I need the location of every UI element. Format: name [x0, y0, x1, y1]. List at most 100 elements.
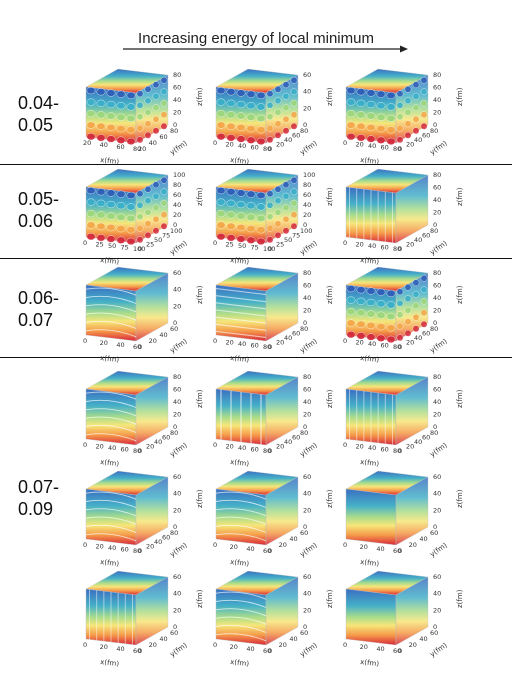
z-tick-label: 60 — [303, 71, 311, 79]
front-face — [345, 488, 397, 546]
slab-ridge — [215, 616, 267, 625]
density-blob — [116, 125, 126, 133]
y-tick-label: 60 — [162, 534, 170, 542]
density-blob — [386, 301, 396, 309]
x-tick-label: 25 — [226, 241, 234, 249]
panel-r4-c2: 0 20 40 60 80 0 20 40 60 80 0 20 40 60 80 x(fm) y(fm) z(f… — [204, 362, 344, 467]
y-tick-label: 60 — [300, 629, 308, 637]
z-tick-label: 40 — [173, 201, 181, 209]
density-blob — [404, 306, 412, 314]
y-tick-label: 0 — [398, 343, 402, 351]
x-axis-label: x(fm) — [230, 558, 250, 567]
z-tick-label: 0 — [173, 423, 177, 431]
z-tick-label: 60 — [433, 282, 441, 290]
density-blob — [420, 88, 428, 96]
group-label-1: 0.04- 0.05 — [18, 93, 60, 135]
z-tick-label: 60 — [433, 573, 441, 581]
density-blob — [106, 212, 116, 220]
density-blob — [216, 109, 226, 118]
x-tick-label: 40 — [238, 444, 246, 452]
y-axis-label: y(fm) — [169, 239, 189, 257]
z-tick-label: 0 — [173, 121, 177, 129]
y-tick-label: 80 — [300, 325, 308, 333]
density-blob — [152, 192, 160, 200]
slab-ridge — [215, 633, 267, 642]
y-tick-label: 80 — [170, 429, 178, 437]
density-blob — [126, 137, 136, 146]
density-blob — [290, 99, 298, 107]
density-blob — [346, 285, 356, 293]
z-tick-label: 60 — [433, 473, 441, 481]
density-blob — [404, 108, 412, 116]
density-blob — [152, 181, 160, 189]
side-face — [135, 272, 169, 342]
density-blob — [236, 112, 246, 120]
density-blob — [126, 191, 136, 200]
x-tick-label: 0 — [343, 239, 347, 247]
y-tick-label: 40 — [284, 136, 292, 144]
x-tick-label: 20 — [100, 643, 108, 651]
side-face — [265, 576, 299, 646]
x-tick-label: 20 — [356, 241, 364, 249]
y-axis-label: y(fm) — [169, 541, 189, 559]
y-axis-label: y(fm) — [299, 139, 319, 157]
group-divider-3 — [0, 357, 512, 358]
z-axis-label: z(fm) — [326, 87, 334, 106]
density-blob — [226, 122, 236, 130]
slab-ridge — [215, 624, 267, 633]
y-tick-label: 20 — [149, 641, 157, 649]
x-tick-label: 60 — [381, 144, 389, 152]
density-blob — [356, 309, 366, 317]
density-blob — [376, 323, 386, 331]
density-blob — [376, 136, 386, 144]
density-blob — [274, 197, 282, 205]
z-tick-label: 0 — [173, 623, 177, 631]
density-blob — [266, 124, 274, 132]
z-tick-label: 20 — [173, 606, 181, 614]
rod-band — [215, 309, 267, 317]
density-blob — [420, 111, 428, 119]
y-tick-label: 0 — [268, 245, 272, 253]
z-tick-label: 20 — [303, 307, 311, 315]
x-tick-label: 20 — [356, 141, 364, 149]
y-tick-label: 80 — [430, 429, 438, 437]
density-blob — [152, 115, 160, 123]
x-tick-label: 40 — [116, 341, 124, 349]
panel-r1-c1: 20 40 60 80 20 40 60 80 0 20 40 60 80 x(fm) y(fm) z(fm) — [74, 60, 214, 165]
density-blob — [290, 122, 298, 130]
density-blob — [386, 103, 396, 111]
y-tick-label: 80 — [430, 227, 438, 235]
density-blob — [266, 101, 274, 109]
density-blob — [216, 132, 226, 141]
x-tick-label: 80 — [133, 447, 141, 455]
density-blob — [376, 311, 386, 319]
density-blob — [404, 85, 412, 93]
y-tick-label: 40 — [154, 438, 162, 446]
y-tick-label: 100 — [170, 227, 182, 235]
y-tick-label: 0 — [138, 547, 142, 555]
density-blob — [160, 111, 168, 119]
density-blob — [136, 124, 144, 132]
x-tick-label: 40 — [368, 340, 376, 348]
x-tick-label: 40 — [116, 645, 124, 653]
y-tick-label: 60 — [170, 629, 178, 637]
slab-ridge — [85, 304, 137, 313]
y-tick-label: 80 — [170, 529, 178, 537]
density-blob — [160, 122, 168, 130]
side-face — [395, 174, 429, 244]
z-tick-label: 20 — [433, 506, 441, 514]
y-axis-label: y(fm) — [169, 641, 189, 659]
z-tick-label: 20 — [173, 109, 181, 117]
density-blob — [86, 187, 96, 195]
density-blob — [282, 204, 290, 212]
density-blob — [86, 87, 96, 95]
density-blob — [144, 208, 152, 216]
y-tick-label: 60 — [170, 325, 178, 333]
y-axis-label: y(fm) — [429, 641, 449, 659]
density-blob — [136, 201, 144, 209]
z-axis-label: z(fm) — [196, 489, 204, 508]
density-blob — [282, 192, 290, 200]
y-tick-label: 60 — [162, 434, 170, 442]
y-tick-label: 20 — [146, 543, 154, 551]
